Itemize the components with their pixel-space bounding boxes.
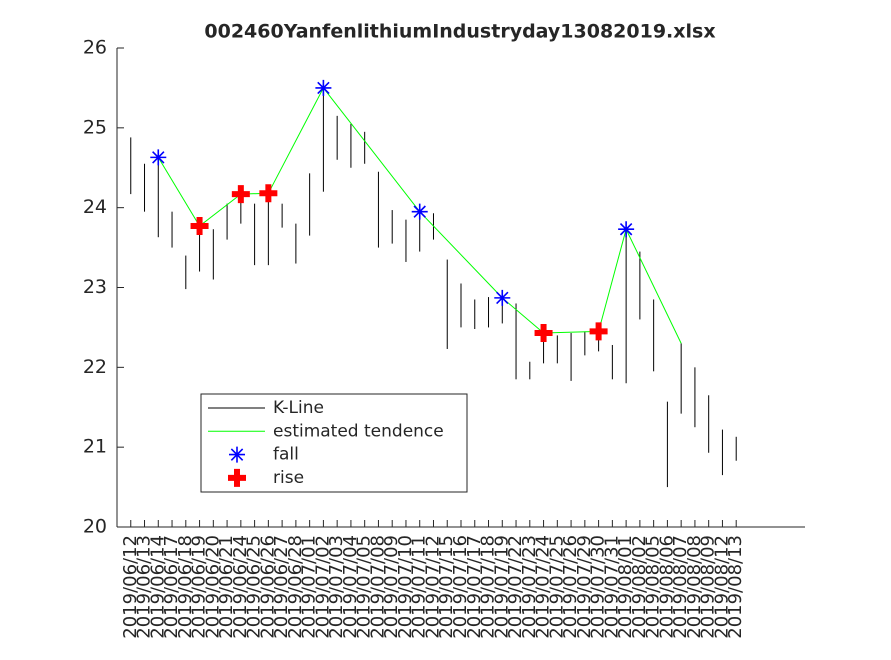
x-tick-label: 2019/07/17: [464, 535, 485, 639]
x-tick-label: 2019/07/19: [491, 535, 512, 639]
legend-label: rise: [273, 468, 304, 488]
fall-marker: [494, 289, 511, 306]
x-tick-label: 2019/07/22: [505, 535, 526, 639]
x-tick-label: 2019/07/08: [367, 535, 388, 639]
x-tick-label: 2019/07/18: [478, 535, 499, 639]
rise-marker: [534, 324, 553, 343]
y-tick-label: 25: [83, 116, 107, 138]
x-tick-label: 2019/06/13: [134, 535, 155, 639]
x-tick-label: 2019/08/12: [711, 535, 732, 639]
rise-marker: [589, 322, 608, 341]
legend-label: K-Line: [273, 398, 324, 418]
x-tick-label: 2019/08/08: [684, 535, 705, 639]
x-tick-label: 2019/06/27: [271, 535, 292, 639]
x-tick-label: 2019/06/12: [120, 535, 141, 639]
x-tick-label: 2019/07/24: [533, 535, 554, 639]
x-tick-label: 2019/07/12: [422, 535, 443, 639]
legend-label: estimated tendence: [273, 421, 444, 441]
x-tick-label: 2019/08/05: [643, 535, 664, 639]
x-tick-label: 2019/07/09: [381, 535, 402, 639]
x-tick-label: 2019/08/06: [656, 535, 677, 639]
x-tick-label: 2019/07/29: [574, 535, 595, 639]
x-tick-label: 2019/07/01: [299, 535, 320, 639]
x-tick-label: 2019/06/24: [230, 535, 251, 639]
x-tick-label: 2019/07/25: [546, 535, 567, 639]
legend-swatch: [228, 468, 246, 487]
x-tick-label: 2019/06/28: [285, 535, 306, 639]
x-tick-label: 2019/06/25: [244, 535, 265, 639]
x-tick-label: 2019/06/21: [216, 535, 237, 639]
fall-marker: [150, 149, 167, 166]
fall-marker: [411, 203, 428, 220]
x-tick-label: 2019/07/10: [395, 535, 416, 639]
x-tick-label: 2019/07/31: [601, 535, 622, 639]
y-tick-label: 22: [83, 356, 107, 378]
x-tick-label: 2019/07/04: [340, 535, 361, 639]
legend-swatch: [229, 446, 245, 463]
y-tick-label: 21: [83, 436, 107, 458]
x-tick-label: 2019/06/26: [257, 535, 278, 639]
x-tick-label: 2019/07/30: [588, 535, 609, 639]
y-tick-label: 26: [83, 37, 107, 59]
x-tick-label: 2019/08/02: [629, 535, 650, 639]
x-tick-label: 2019/06/14: [147, 535, 168, 639]
x-tick-label: 2019/07/15: [436, 535, 457, 639]
x-tick-label: 2019/07/26: [560, 535, 581, 639]
x-tick-label: 2019/07/05: [354, 535, 375, 639]
y-tick-label: 23: [83, 276, 107, 298]
chart-title: 002460YanfenlithiumIndustryday13082019.x…: [204, 21, 715, 43]
x-tick-label: 2019/08/09: [698, 535, 719, 639]
x-tick-label: 2019/07/03: [326, 535, 347, 639]
y-tick-label: 20: [83, 516, 107, 538]
rise-marker: [231, 185, 250, 204]
x-tick-label: 2019/07/02: [312, 535, 333, 639]
x-tick-label: 2019/06/17: [161, 535, 182, 639]
fall-marker: [618, 221, 635, 238]
x-tick-label: 2019/08/07: [670, 535, 691, 639]
x-tick-label: 2019/06/19: [189, 535, 210, 639]
x-tick-label: 2019/07/23: [519, 535, 540, 639]
x-tick-label: 2019/07/16: [450, 535, 471, 639]
rise-marker: [259, 184, 278, 203]
fall-marker: [315, 79, 332, 96]
y-tick-label: 24: [83, 196, 107, 218]
legend-label: fall: [273, 445, 299, 465]
legend: K-Line estimated tendence fall rise: [200, 393, 468, 493]
rise-marker: [190, 217, 209, 236]
x-tick-label: 2019/06/20: [202, 535, 223, 639]
x-tick-label: 2019/07/11: [409, 535, 430, 639]
x-tick-label: 2019/08/01: [615, 535, 636, 639]
x-tick-label: 2019/08/13: [725, 535, 746, 639]
x-tick-label: 2019/06/18: [175, 535, 196, 639]
